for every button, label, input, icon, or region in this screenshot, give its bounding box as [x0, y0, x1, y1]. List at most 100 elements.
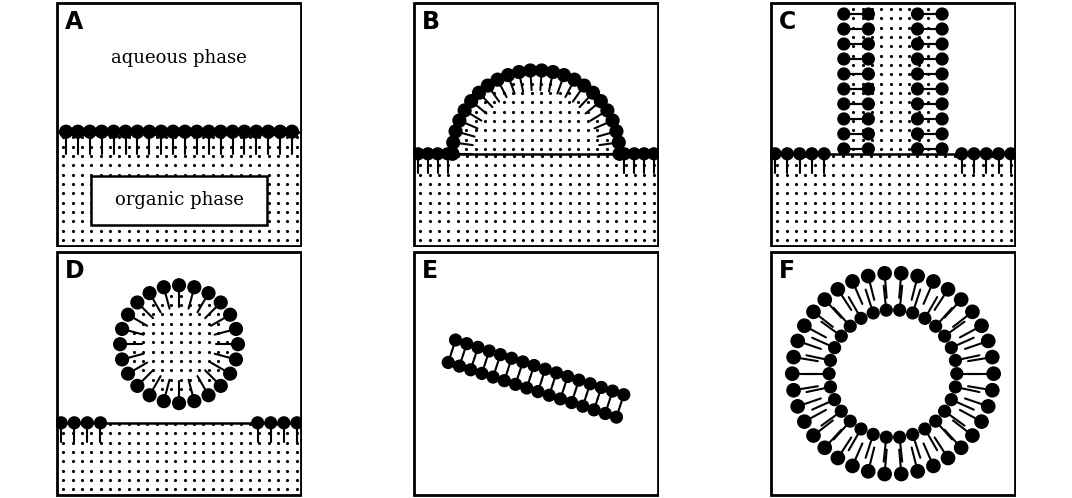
- Circle shape: [929, 415, 941, 427]
- Circle shape: [577, 400, 589, 412]
- Circle shape: [950, 381, 962, 393]
- Circle shape: [607, 385, 619, 397]
- Circle shape: [894, 304, 906, 316]
- Text: E: E: [421, 259, 437, 283]
- Circle shape: [936, 83, 948, 95]
- Circle shape: [589, 404, 600, 416]
- Circle shape: [612, 136, 625, 149]
- Circle shape: [863, 128, 875, 140]
- Circle shape: [158, 395, 170, 407]
- Circle shape: [481, 79, 494, 92]
- Circle shape: [551, 367, 563, 379]
- FancyBboxPatch shape: [91, 176, 268, 225]
- Circle shape: [95, 125, 108, 138]
- Circle shape: [863, 68, 875, 80]
- Circle shape: [818, 441, 832, 454]
- Circle shape: [173, 279, 185, 292]
- Circle shape: [179, 125, 192, 138]
- Circle shape: [144, 389, 155, 402]
- Circle shape: [158, 281, 170, 294]
- Circle shape: [617, 389, 629, 400]
- Circle shape: [173, 397, 185, 409]
- Circle shape: [203, 389, 214, 402]
- Circle shape: [595, 381, 607, 393]
- Circle shape: [838, 68, 850, 80]
- Circle shape: [491, 73, 504, 86]
- Circle shape: [966, 305, 979, 318]
- Circle shape: [131, 379, 144, 392]
- Circle shape: [226, 125, 239, 138]
- Circle shape: [863, 53, 875, 65]
- Circle shape: [494, 349, 506, 361]
- Circle shape: [798, 415, 812, 428]
- Circle shape: [224, 368, 237, 380]
- Circle shape: [824, 381, 836, 393]
- Circle shape: [985, 351, 999, 364]
- Circle shape: [121, 368, 134, 380]
- Circle shape: [838, 38, 850, 50]
- Circle shape: [993, 148, 1004, 160]
- Circle shape: [867, 428, 879, 440]
- Circle shape: [863, 38, 875, 50]
- Circle shape: [188, 281, 200, 294]
- Circle shape: [566, 397, 578, 408]
- Circle shape: [252, 417, 264, 429]
- Circle shape: [568, 73, 581, 86]
- Circle shape: [638, 148, 650, 160]
- Circle shape: [56, 417, 68, 429]
- Circle shape: [60, 125, 73, 138]
- Circle shape: [509, 378, 521, 390]
- Circle shape: [265, 417, 277, 429]
- Circle shape: [131, 125, 144, 138]
- Circle shape: [855, 312, 867, 324]
- Circle shape: [517, 356, 528, 368]
- Circle shape: [532, 386, 544, 397]
- Text: A: A: [64, 10, 83, 34]
- Circle shape: [867, 307, 879, 319]
- Circle shape: [807, 429, 820, 442]
- Circle shape: [911, 53, 923, 65]
- Circle shape: [791, 334, 804, 348]
- Circle shape: [94, 417, 106, 429]
- Text: organic phase: organic phase: [115, 192, 243, 210]
- Circle shape: [131, 296, 144, 309]
- Circle shape: [878, 468, 891, 481]
- Circle shape: [863, 143, 875, 155]
- Circle shape: [521, 382, 533, 394]
- Circle shape: [544, 389, 555, 401]
- Circle shape: [936, 128, 948, 140]
- Circle shape: [273, 125, 286, 138]
- Circle shape: [422, 148, 434, 160]
- Circle shape: [191, 125, 204, 138]
- Circle shape: [578, 79, 591, 92]
- Circle shape: [936, 68, 948, 80]
- Circle shape: [119, 125, 132, 138]
- Circle shape: [154, 125, 167, 138]
- Circle shape: [487, 371, 498, 383]
- Circle shape: [939, 405, 951, 417]
- Circle shape: [607, 114, 619, 127]
- Circle shape: [878, 266, 891, 280]
- Circle shape: [107, 125, 120, 138]
- Circle shape: [824, 355, 836, 367]
- Circle shape: [946, 342, 957, 354]
- Circle shape: [846, 459, 859, 473]
- Circle shape: [919, 423, 930, 435]
- Circle shape: [214, 296, 227, 309]
- Circle shape: [449, 125, 462, 137]
- Circle shape: [292, 417, 303, 429]
- Circle shape: [911, 98, 923, 110]
- Circle shape: [981, 148, 993, 160]
- Circle shape: [562, 371, 574, 382]
- Circle shape: [982, 334, 995, 348]
- Circle shape: [453, 114, 465, 127]
- Circle shape: [807, 305, 820, 318]
- Circle shape: [786, 367, 799, 380]
- Circle shape: [939, 330, 951, 342]
- Circle shape: [968, 148, 980, 160]
- Circle shape: [936, 98, 948, 110]
- Circle shape: [506, 353, 518, 364]
- Circle shape: [232, 338, 244, 351]
- Circle shape: [911, 8, 923, 20]
- Circle shape: [769, 148, 780, 160]
